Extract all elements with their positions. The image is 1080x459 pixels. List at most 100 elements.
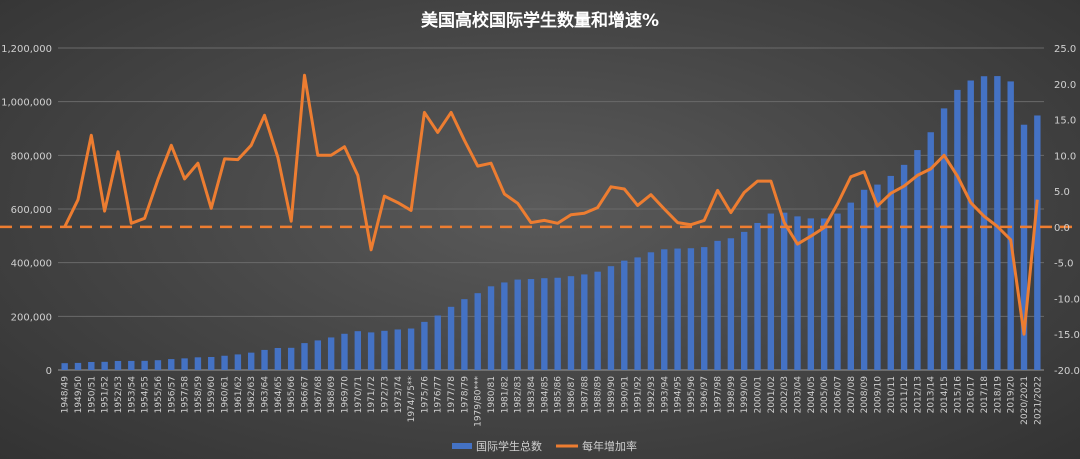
left-tick-label: 800,000: [11, 151, 52, 162]
x-tick-label: 1995/96: [687, 376, 697, 414]
x-tick-label: 1998/99: [727, 376, 737, 414]
x-tick-label: 1972/73: [380, 376, 390, 413]
bar: [954, 89, 961, 370]
bar: [607, 266, 615, 370]
bar: [727, 238, 735, 370]
x-tick-label: 1964/65: [274, 376, 284, 413]
x-tick-label: 1994/95: [674, 376, 684, 413]
legend-label-bar: 国际学生总数: [476, 439, 542, 453]
x-tick-label: 1976/77: [434, 376, 444, 413]
x-tick-label: 1962/63: [247, 376, 257, 413]
bar: [860, 189, 868, 370]
bar: [221, 355, 228, 370]
x-tick-label: 1980/81: [487, 376, 497, 413]
x-tick-label: 1975/76: [420, 376, 430, 414]
x-tick-label: 1968/69: [327, 376, 337, 414]
bar: [741, 231, 748, 370]
bar: [914, 150, 921, 370]
x-tick-label: 2017/18: [980, 376, 990, 414]
x-tick-label: 1983/84: [527, 376, 537, 414]
right-tick-label: 0.0: [1054, 223, 1070, 234]
x-tick-label: 1948/49: [61, 376, 71, 414]
bar: [714, 240, 721, 370]
bar: [940, 108, 948, 370]
bar: [780, 212, 788, 370]
x-tick-label: 1999/00: [740, 376, 750, 414]
bar: [367, 332, 375, 370]
bar: [354, 331, 361, 370]
bar: [394, 329, 401, 370]
bar: [820, 218, 828, 370]
right-tick-label: 20.0: [1054, 80, 1076, 91]
bar: [541, 278, 548, 370]
x-tick-label: 2008/09: [860, 376, 870, 414]
bar: [474, 293, 481, 370]
x-tick-label: 1988/89: [594, 376, 604, 414]
x-tick-label: 1971/72: [367, 376, 377, 413]
x-tick-label: 1961/62: [234, 376, 244, 413]
x-tick-label: 2016/17: [967, 376, 977, 413]
bar: [900, 164, 908, 370]
x-tick-label: 1996/97: [700, 376, 710, 413]
x-tick-label: 2020/2021: [1020, 376, 1030, 425]
x-tick-label: 1950/51: [87, 376, 97, 413]
x-tick-label: 1966/67: [301, 376, 311, 413]
x-tick-label: 2000/01: [754, 376, 764, 413]
bar: [301, 343, 308, 370]
legend-label-line: 每年增加率: [582, 439, 637, 453]
x-tick-label: 1969/70: [340, 376, 350, 414]
bar: [701, 247, 708, 370]
bar: [421, 321, 428, 370]
bar: [994, 76, 1001, 371]
bar: [1020, 124, 1028, 371]
x-tick-label: 2013/14: [927, 376, 937, 414]
x-tick-label: 1958/59: [194, 376, 204, 414]
bar: [847, 202, 854, 370]
bar: [407, 328, 415, 370]
x-tick-label: 1965/66: [287, 376, 297, 414]
x-tick-label: 1951/52: [101, 376, 111, 413]
line-series: [63, 73, 1039, 336]
gridlines: [58, 47, 1044, 371]
x-tick-label: 2011/12: [900, 376, 910, 413]
bar: [647, 252, 655, 370]
x-tick-label: 2007/08: [847, 376, 857, 414]
bar: [887, 175, 894, 370]
left-tick-label: 200,000: [11, 312, 52, 323]
bar: [261, 349, 268, 370]
x-tick-label: 1992/93: [647, 376, 657, 413]
x-tick-label: 1967/68: [314, 376, 324, 414]
x-tick-label: 1981/82: [500, 376, 510, 413]
legend-swatch-bar: [452, 443, 472, 449]
x-tick-label: 2018/19: [993, 376, 1003, 414]
right-tick-label: 5.0: [1054, 187, 1070, 198]
bar: [754, 222, 761, 370]
x-tick-label: 2021/2022: [1033, 376, 1043, 425]
x-tick-label: 1963/64: [261, 376, 271, 414]
bar: [208, 356, 215, 370]
bar: [101, 361, 108, 370]
left-tick-label: 1,000,000: [1, 98, 52, 109]
x-tick-label: 2001/02: [767, 376, 777, 413]
bar: [567, 276, 575, 370]
x-tick-label: 1986/87: [567, 376, 577, 413]
bar: [381, 330, 388, 370]
bar: [794, 216, 801, 370]
bar: [248, 352, 255, 370]
bar: [621, 260, 628, 370]
bar: [287, 347, 295, 370]
x-tick-label: 2015/16: [953, 376, 963, 414]
x-tick-label: 2012/13: [913, 376, 923, 413]
bar: [234, 354, 242, 370]
x-tick-label: 1949/50: [74, 376, 84, 414]
x-tick-label: 1991/92: [634, 376, 644, 413]
x-tick-label: 1957/58: [181, 376, 191, 414]
bar: [274, 347, 282, 370]
right-tick-label: 10.0: [1054, 151, 1076, 162]
x-tick-label: 2003/04: [794, 376, 804, 414]
x-tick-label: 1970/71: [354, 376, 364, 413]
x-tick-label: 1987/88: [580, 376, 590, 414]
bar: [501, 282, 508, 370]
x-tick-label: 1973/74: [394, 376, 404, 414]
x-tick-label: 1959/60: [207, 376, 217, 414]
